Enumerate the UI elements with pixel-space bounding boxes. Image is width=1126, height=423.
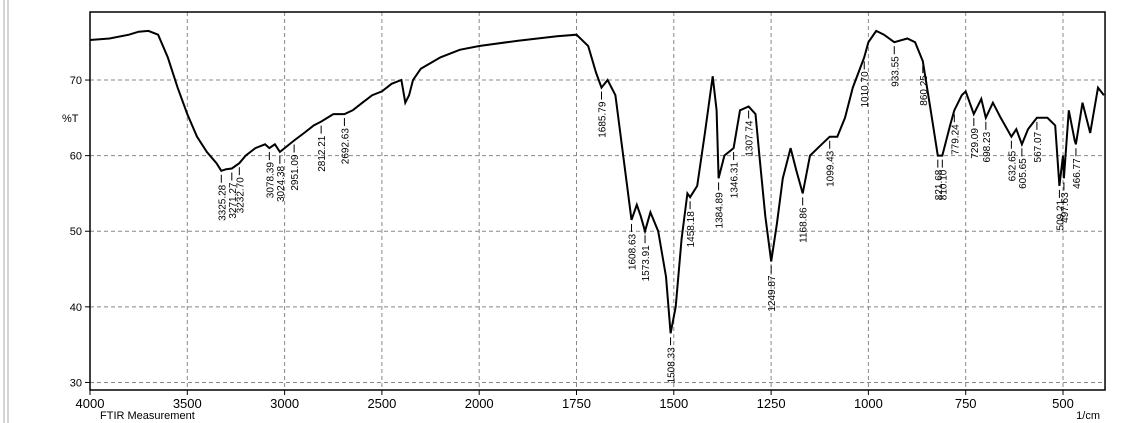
plot-frame <box>89 11 1106 391</box>
peak-label: 466.77 <box>1072 158 1083 189</box>
peak-label: 1249.87 <box>767 275 778 312</box>
y-tick-label: 50 <box>70 226 82 238</box>
peak-label: 933.55 <box>890 56 901 87</box>
x-tick-label: 3500 <box>173 396 202 411</box>
y-tick-label: 70 <box>70 75 82 87</box>
x-tick-label: 2500 <box>367 396 396 411</box>
peak-label: 821.68 <box>934 169 945 200</box>
peak-label: 567.07 <box>1033 131 1044 162</box>
spectrum-line <box>89 29 1105 334</box>
caption: FTIR Measurement <box>100 410 195 422</box>
y-tick-label: 30 <box>70 377 82 389</box>
x-axis-label: 1/cm <box>1076 410 1100 422</box>
peak-label: 1508.33 <box>667 347 678 384</box>
peak-label: 1384.89 <box>715 192 726 229</box>
x-tick-label: 4000 <box>76 396 105 411</box>
peak-label: 1685.79 <box>597 101 608 138</box>
x-tick-label: 1500 <box>659 396 688 411</box>
x-tick-label: 500 <box>1052 396 1074 411</box>
peak-label: 3325.28 <box>217 184 228 221</box>
peak-label: 3078.39 <box>265 162 276 199</box>
x-tick-label: 1250 <box>757 396 786 411</box>
peak-label: 1573.91 <box>641 245 652 282</box>
peak-label: 1307.74 <box>745 120 756 157</box>
peak-label: 509.21 <box>1055 199 1066 230</box>
peak-label: 1346.31 <box>730 162 741 199</box>
peak-label: 1168.86 <box>799 207 810 243</box>
x-tick-label: 750 <box>955 396 977 411</box>
peak-label: 497.63 <box>1060 192 1071 223</box>
peak-label: 2812.21 <box>317 135 328 172</box>
peak-label: 3024.38 <box>276 165 287 202</box>
peak-label: 860.25 <box>919 75 930 106</box>
x-tick-label: 2000 <box>465 396 494 411</box>
y-tick-label: 40 <box>70 302 82 314</box>
peak-label: 698.23 <box>982 131 993 162</box>
x-tick-label: 1750 <box>562 396 591 411</box>
peak-label: 3232.70 <box>235 177 246 214</box>
peak-label: 2692.63 <box>340 128 351 165</box>
peak-label: 1099.43 <box>826 150 837 187</box>
peak-label: 1608.63 <box>628 233 639 270</box>
peak-label: 3271.27 <box>228 182 239 219</box>
x-tick-label: 3000 <box>270 396 299 411</box>
peak-label: 605.65 <box>1018 158 1029 189</box>
peak-label: 810.10 <box>938 169 949 200</box>
peak-label: 1010.70 <box>860 71 871 108</box>
y-tick-label: 60 <box>70 151 82 163</box>
peak-label: 632.65 <box>1007 150 1018 181</box>
peak-label: 729.09 <box>970 128 981 159</box>
peak-label: 1458.18 <box>686 211 697 248</box>
peak-label: 779.24 <box>950 124 961 155</box>
x-tick-label: 1000 <box>854 396 883 411</box>
y-axis-label: %T <box>62 113 79 125</box>
peak-label: 2951.09 <box>290 154 301 191</box>
